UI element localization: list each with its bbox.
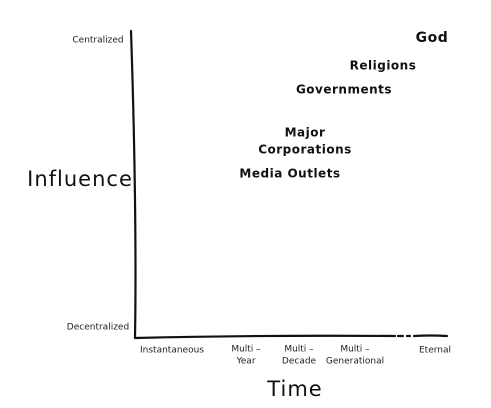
x-axis-line <box>133 334 397 340</box>
item-label: Governments <box>296 83 392 97</box>
item-label: Corporations <box>258 143 352 157</box>
item-label: Media Outlets <box>239 167 340 181</box>
item-label: Religions <box>350 59 417 73</box>
y-axis-title: Influence <box>27 167 133 191</box>
x-axis-title: Time <box>266 377 322 401</box>
x-tick-label: Decade <box>282 357 317 367</box>
y-tick-label: Decentralized <box>67 323 129 333</box>
x-tick-label: Eternal <box>419 346 451 356</box>
x-tick-label: Generational <box>326 357 384 367</box>
x-tick-label: Multi – <box>284 345 314 355</box>
item-label: Major <box>285 126 326 140</box>
item-label: God <box>416 30 449 46</box>
x-tick-label: Multi – <box>231 345 261 355</box>
x-tick-label: Instantaneous <box>140 346 204 356</box>
y-axis-line <box>129 29 137 340</box>
x-tick-label: Year <box>235 357 255 367</box>
x-axis-line-end <box>412 334 449 338</box>
y-tick-label: Centralized <box>72 36 123 46</box>
x-tick-label: Multi – <box>340 345 370 355</box>
